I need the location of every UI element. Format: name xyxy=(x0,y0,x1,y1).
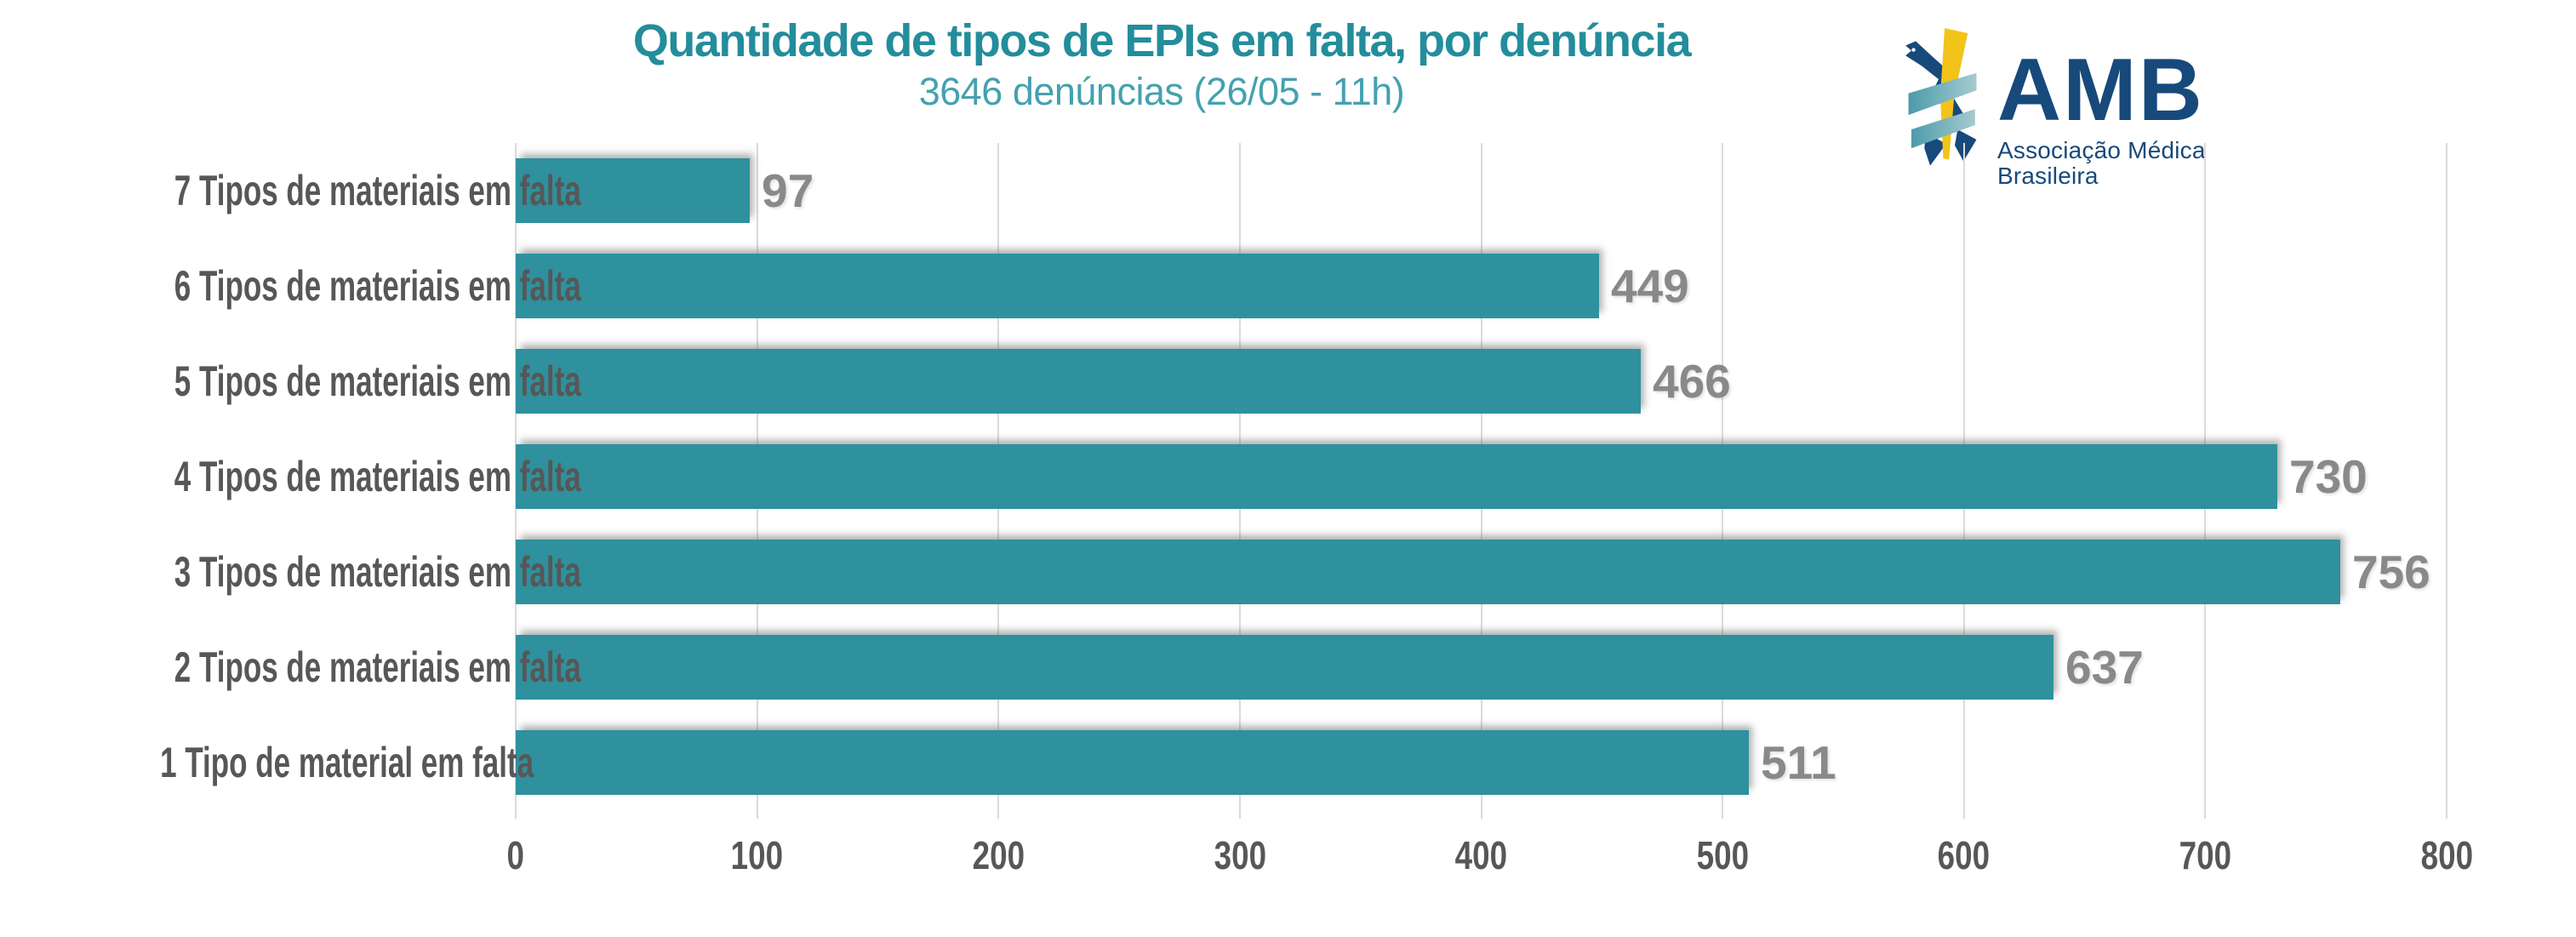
bar-value-label: 637 xyxy=(2065,641,2144,694)
bar-value-label: 97 xyxy=(762,164,814,217)
bar-value-label: 511 xyxy=(1761,736,1836,789)
bar xyxy=(516,730,1749,795)
x-tick-label: 500 xyxy=(1696,833,1749,877)
category-label: 5 Tipos de materiais em falta xyxy=(174,357,581,405)
logo-tagline: Associação Médica Brasileira xyxy=(1997,137,2206,189)
bar-value-label: 449 xyxy=(1611,260,1689,312)
category-label: 7 Tipos de materiais em falta xyxy=(174,167,581,214)
bar-value-label: 756 xyxy=(2352,546,2430,598)
caduceus-icon xyxy=(1905,28,1977,166)
bar-value-label: 466 xyxy=(1653,355,1731,408)
category-label: 2 Tipos de materiais em falta xyxy=(174,643,581,691)
bar xyxy=(516,349,1641,414)
category-label: 4 Tipos de materiais em falta xyxy=(174,453,581,500)
amb-logo: AMB Associação Médica Brasileira xyxy=(1903,24,2303,189)
x-tick-label: 400 xyxy=(1454,833,1508,877)
chart-title: Quantidade de tipos de EPIs em falta, po… xyxy=(632,15,1692,66)
bar-value-label: 730 xyxy=(2289,450,2368,503)
chart-subtitle: 3646 denúncias (26/05 - 11h) xyxy=(918,70,1405,113)
bar xyxy=(516,158,750,223)
gridline xyxy=(2446,143,2447,819)
x-tick-label: 200 xyxy=(972,833,1025,877)
bar xyxy=(516,540,2340,604)
x-tick-label: 0 xyxy=(506,833,525,877)
x-tick-label: 600 xyxy=(1938,833,1991,877)
category-label: 1 Tipo de material em falta xyxy=(160,739,534,786)
x-tick-label: 700 xyxy=(2179,833,2232,877)
x-tick-label: 300 xyxy=(1214,833,1266,877)
bar xyxy=(516,254,1599,318)
logo-acronym: AMB xyxy=(1997,41,2204,140)
x-tick-label: 100 xyxy=(730,833,784,877)
category-label: 3 Tipos de materiais em falta xyxy=(174,548,581,596)
category-label: 6 Tipos de materiais em falta xyxy=(174,262,581,310)
x-tick-label: 800 xyxy=(2420,833,2473,877)
bar xyxy=(516,635,2053,700)
bar xyxy=(516,444,2277,509)
